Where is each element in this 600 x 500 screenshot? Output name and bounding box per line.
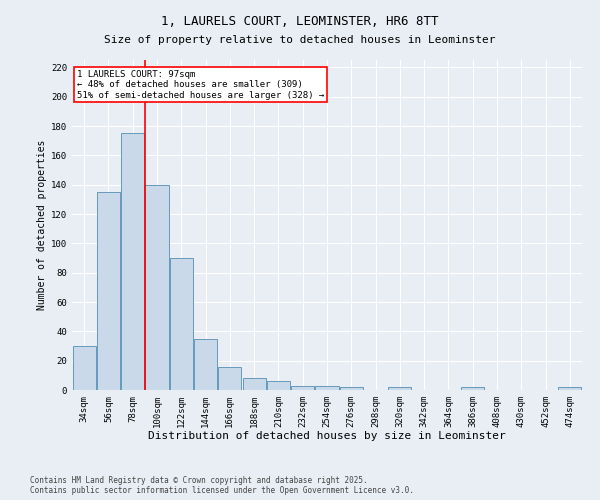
Text: 1 LAURELS COURT: 97sqm
← 48% of detached houses are smaller (309)
51% of semi-de: 1 LAURELS COURT: 97sqm ← 48% of detached… bbox=[77, 70, 325, 100]
Bar bbox=[316, 386, 338, 390]
Bar bbox=[267, 381, 290, 390]
Text: 1, LAURELS COURT, LEOMINSTER, HR6 8TT: 1, LAURELS COURT, LEOMINSTER, HR6 8TT bbox=[161, 15, 439, 28]
Bar bbox=[388, 387, 412, 390]
Bar bbox=[121, 134, 144, 390]
Bar bbox=[291, 386, 314, 390]
Bar bbox=[559, 387, 581, 390]
Bar bbox=[340, 387, 363, 390]
Y-axis label: Number of detached properties: Number of detached properties bbox=[37, 140, 47, 310]
Bar bbox=[242, 378, 266, 390]
Bar bbox=[170, 258, 193, 390]
Bar bbox=[145, 184, 169, 390]
Bar bbox=[218, 366, 241, 390]
Bar bbox=[73, 346, 95, 390]
Bar bbox=[97, 192, 120, 390]
X-axis label: Distribution of detached houses by size in Leominster: Distribution of detached houses by size … bbox=[148, 432, 506, 442]
Text: Size of property relative to detached houses in Leominster: Size of property relative to detached ho… bbox=[104, 35, 496, 45]
Text: Contains HM Land Registry data © Crown copyright and database right 2025.
Contai: Contains HM Land Registry data © Crown c… bbox=[30, 476, 414, 495]
Bar bbox=[461, 387, 484, 390]
Bar bbox=[194, 338, 217, 390]
